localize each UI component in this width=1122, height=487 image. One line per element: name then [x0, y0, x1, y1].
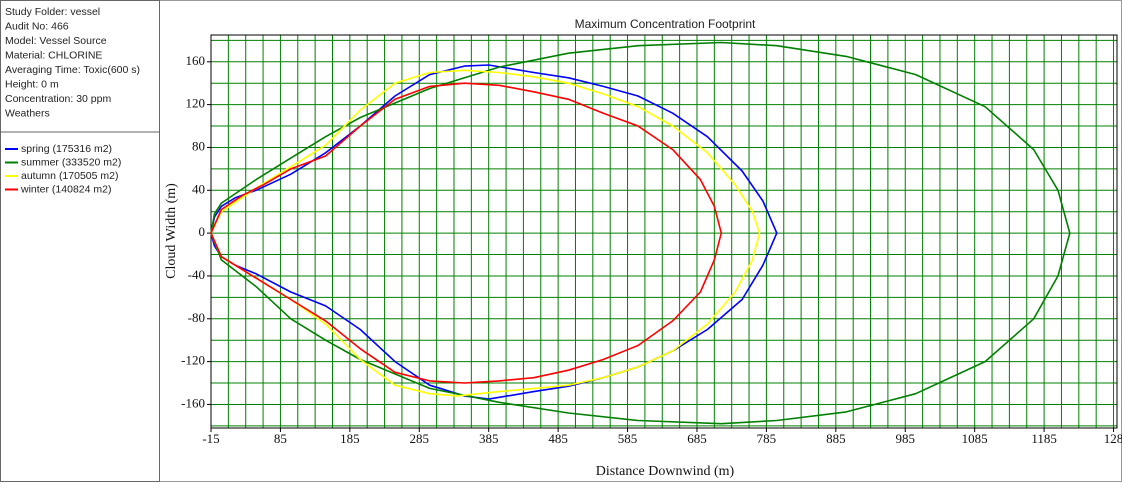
- y-tick-label: 160: [186, 53, 206, 68]
- y-tick-label: -80: [188, 310, 205, 325]
- legend-label: autumn (170505 m2): [21, 170, 118, 182]
- x-tick-label: 128: [1104, 431, 1122, 446]
- footprint-line: [210, 64, 778, 400]
- y-tick-label: 0: [199, 224, 206, 239]
- info-line: Material: CHLORINE: [5, 49, 102, 61]
- x-tick-label: 585: [618, 431, 638, 446]
- x-tick-label: -15: [202, 431, 219, 446]
- info-line: Concentration: 30 ppm: [5, 93, 111, 105]
- x-tick-label: 1085: [962, 431, 988, 446]
- footprint-line: [210, 82, 723, 384]
- info-line: Audit No: 466: [5, 20, 69, 32]
- footprint-line: [210, 41, 1071, 425]
- footprint-line: [210, 69, 761, 397]
- x-tick-label: 185: [340, 431, 360, 446]
- x-tick-label: 985: [896, 431, 916, 446]
- y-tick-label: -160: [181, 395, 205, 410]
- x-tick-label: 285: [410, 431, 430, 446]
- info-line: Height: 0 m: [5, 78, 59, 90]
- x-tick-label: 485: [548, 431, 568, 446]
- y-tick-label: 120: [186, 96, 206, 111]
- legend-label: summer (333520 m2): [21, 156, 121, 168]
- y-axis-label: Cloud Width (m): [164, 183, 179, 279]
- y-tick-label: -40: [188, 267, 205, 282]
- legend-label: winter (140824 m2): [20, 183, 111, 195]
- x-tick-label: 85: [274, 431, 287, 446]
- y-tick-label: 40: [192, 181, 205, 196]
- y-tick-label: 80: [192, 138, 205, 153]
- info-line: Weathers: [5, 107, 50, 119]
- info-line: Model: Vessel Source: [5, 35, 107, 47]
- legend-label: spring (175316 m2): [21, 143, 112, 155]
- x-tick-label: 385: [479, 431, 499, 446]
- info-panel: [0, 0, 160, 482]
- y-tick-label: -120: [181, 353, 205, 368]
- x-tick-label: 685: [687, 431, 707, 446]
- x-tick-label: 885: [826, 431, 846, 446]
- x-tick-label: 785: [757, 431, 777, 446]
- info-line: Averaging Time: Toxic(600 s): [5, 64, 140, 76]
- x-axis-label: Distance Downwind (m): [596, 464, 735, 479]
- x-tick-label: 1185: [1031, 431, 1057, 446]
- info-line: Study Folder: vessel: [5, 6, 100, 18]
- chart-title: Maximum Concentration Footprint: [575, 17, 756, 31]
